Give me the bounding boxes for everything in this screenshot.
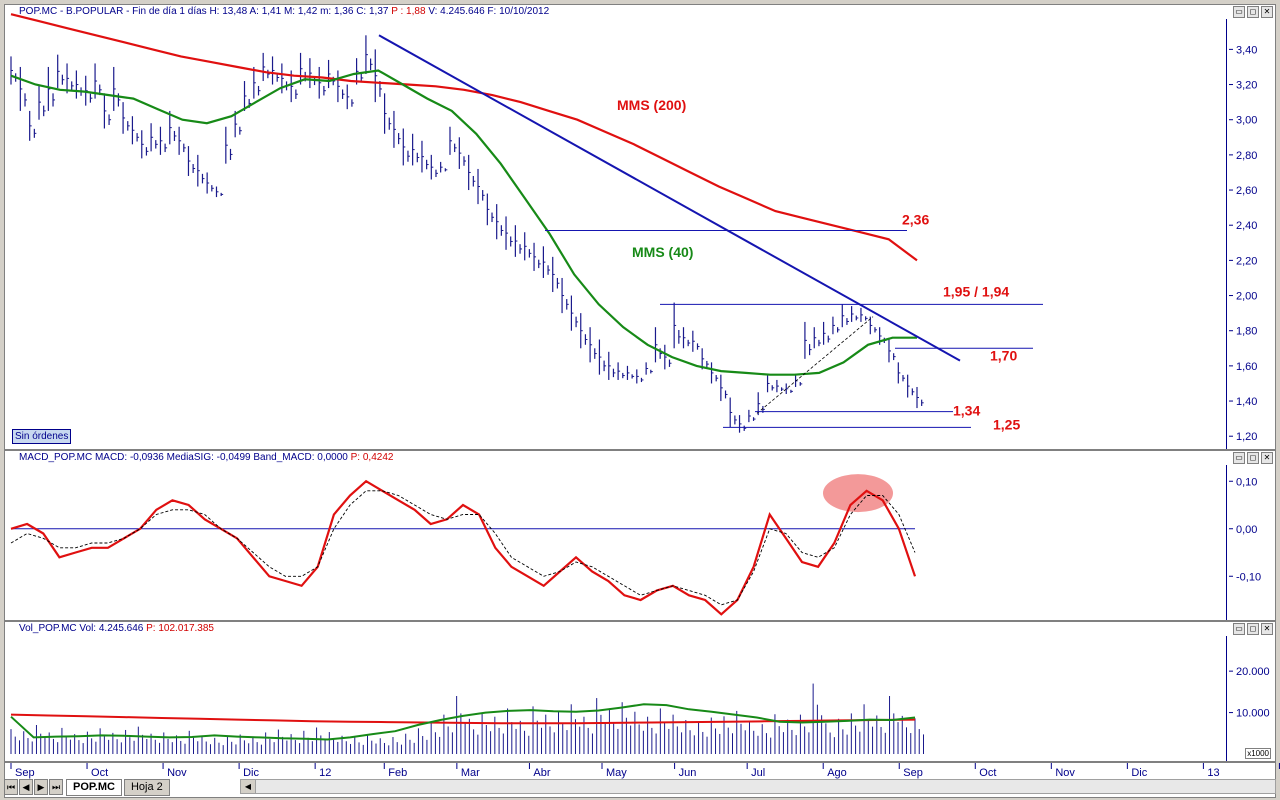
- channel-dashed-line: [756, 316, 874, 414]
- macd-line: [10, 479, 917, 616]
- x-tick-label: May: [606, 767, 627, 779]
- x-tick-label: 12: [319, 767, 331, 779]
- macd-y-axis: [1226, 465, 1275, 620]
- last-sheet-icon[interactable]: ⏭: [49, 779, 63, 795]
- next-sheet-icon[interactable]: ▶: [34, 779, 48, 795]
- minimize-icon[interactable]: ▭: [1233, 452, 1245, 464]
- x-tick-label: 13: [1207, 767, 1219, 779]
- price-chart: 3,40 3,20 3,00 2,80 2,60 2,40 2,20 2,00 1,80 1,60…: [10, 13, 1257, 443]
- price-y-tick-label: 2,20: [1236, 255, 1257, 267]
- x-tick-label: Oct: [979, 767, 996, 779]
- x-tick-label: Ago: [827, 767, 847, 779]
- price-y-tick-label: 3,40: [1236, 44, 1257, 56]
- minimize-icon[interactable]: ▭: [1233, 6, 1245, 18]
- price-y-tick-label: 2,00: [1236, 291, 1257, 303]
- price-y-tick-label: 3,20: [1236, 80, 1257, 92]
- maximize-icon[interactable]: ◻: [1247, 623, 1259, 635]
- tab-hoja-2[interactable]: Hoja 2: [123, 778, 170, 796]
- close-icon[interactable]: ✕: [1261, 6, 1273, 18]
- macd-highlight-ellipse: [823, 474, 893, 513]
- prev-sheet-icon[interactable]: ◀: [19, 779, 33, 795]
- mms40-line: [10, 69, 917, 376]
- price-title-p: P : 1,88: [391, 6, 426, 17]
- maximize-icon[interactable]: ◻: [1247, 452, 1259, 464]
- time-axis: Sep Oct Nov Dic 12 Feb Mar Abr May Jun Jul Ago Sep Oc…: [10, 763, 1280, 779]
- price-y-tick-label: 1,40: [1236, 396, 1257, 408]
- price-y-tick-label: 3,00: [1236, 115, 1257, 127]
- horizontal-scrollbar[interactable]: ◀: [240, 779, 1276, 794]
- price-title-suffix: V: 4.245.646 F: 10/10/2012: [428, 6, 550, 17]
- volume-ma-short-line: [10, 703, 916, 741]
- macd-panel-title: MACD_POP.MC MACD: -0,0936 MediaSIG: -0,0…: [5, 451, 393, 465]
- price-panel-title: POP.MC - B.POPULAR - Fin de día 1 días H…: [5, 5, 549, 19]
- x-tick-label: Abr: [533, 767, 550, 779]
- x-tick-label: Jul: [751, 767, 765, 779]
- ma-annotation: MMS (200): [617, 97, 686, 113]
- x-tick-label: Nov: [167, 767, 187, 779]
- x-tick-label: Feb: [388, 767, 407, 779]
- volume-title-p: P: 102.017.385: [146, 623, 214, 634]
- ma-annotation: MMS (40): [632, 244, 693, 260]
- price-y-tick-label: 1,20: [1236, 431, 1257, 443]
- mms200-line: [10, 13, 918, 262]
- x-tick-label: Oct: [91, 767, 108, 779]
- close-icon[interactable]: ✕: [1261, 452, 1273, 464]
- volume-panel-title: Vol_POP.MC Vol: 4.245.646 P: 102.017.385: [5, 622, 214, 636]
- minimize-icon[interactable]: ▭: [1233, 623, 1245, 635]
- macd-signal-line: [10, 490, 916, 606]
- volume-panel: Vol_POP.MC Vol: 4.245.646 P: 102.017.385…: [4, 621, 1276, 762]
- volume-y-tick-label: 20.000: [1236, 666, 1270, 678]
- volume-scale-label: x1000: [1245, 748, 1271, 759]
- level-label: 1,70: [990, 347, 1017, 363]
- price-y-tick-label: 1,80: [1236, 326, 1257, 338]
- close-icon[interactable]: ✕: [1261, 623, 1273, 635]
- level-label: 1,95 / 1,94: [943, 283, 1009, 299]
- maximize-icon[interactable]: ◻: [1247, 6, 1259, 18]
- sheet-tabs: ⏮ ◀ ▶ ⏭ POP.MC Hoja 2: [4, 778, 170, 796]
- macd-window-buttons: ▭ ◻ ✕: [1233, 452, 1273, 464]
- scroll-left-icon[interactable]: ◀: [241, 780, 256, 793]
- level-label: 1,34: [953, 403, 980, 419]
- tab-pop-mc[interactable]: POP.MC: [66, 778, 122, 796]
- volume-window-buttons: ▭ ◻ ✕: [1233, 623, 1273, 635]
- price-window-buttons: ▭ ◻ ✕: [1233, 6, 1273, 18]
- sin-ordenes-label[interactable]: Sin órdenes: [12, 429, 72, 444]
- macd-title-p: P: 0,4242: [350, 452, 394, 463]
- x-tick-label: Dic: [243, 767, 259, 779]
- macd-panel: MACD_POP.MC MACD: -0,0936 MediaSIG: -0,0…: [4, 450, 1276, 621]
- level-label: 2,36: [902, 211, 929, 227]
- price-panel: POP.MC - B.POPULAR - Fin de día 1 días H…: [4, 4, 1276, 450]
- price-y-axis: [1226, 19, 1275, 449]
- macd-title-text: MACD_POP.MC MACD: -0,0936 MediaSIG: -0,0…: [19, 452, 348, 463]
- volume-chart: 20.000 10.000: [10, 666, 1270, 754]
- x-tick-label: Jun: [679, 767, 697, 779]
- downtrend-line: [378, 34, 961, 362]
- macd-y-tick-label: -0,10: [1236, 571, 1261, 583]
- macd-y-tick-label: 0,10: [1236, 476, 1257, 488]
- macd-y-tick-label: 0,00: [1236, 524, 1257, 536]
- x-tick-label: Mar: [461, 767, 480, 779]
- price-y-tick-label: 1,60: [1236, 361, 1257, 373]
- price-y-tick-label: 2,40: [1236, 220, 1257, 232]
- volume-y-tick-label: 10.000: [1236, 708, 1270, 720]
- price-y-tick-label: 2,60: [1236, 185, 1257, 197]
- price-title-text: POP.MC - B.POPULAR - Fin de día 1 días H…: [19, 6, 389, 17]
- volume-y-axis: [1226, 636, 1275, 761]
- x-tick-label: Nov: [1055, 767, 1075, 779]
- x-tick-label: Dic: [1131, 767, 1147, 779]
- level-label: 1,25: [993, 416, 1020, 432]
- x-tick-label: Sep: [15, 767, 35, 779]
- price-y-tick-label: 2,80: [1236, 150, 1257, 162]
- macd-chart: 0,10 0,00 -0,10: [10, 474, 1261, 616]
- volume-ma-long-line: [10, 713, 916, 725]
- volume-title-text: Vol_POP.MC Vol: 4.245.646: [19, 623, 144, 634]
- first-sheet-icon[interactable]: ⏮: [4, 779, 18, 795]
- x-tick-label: Sep: [903, 767, 923, 779]
